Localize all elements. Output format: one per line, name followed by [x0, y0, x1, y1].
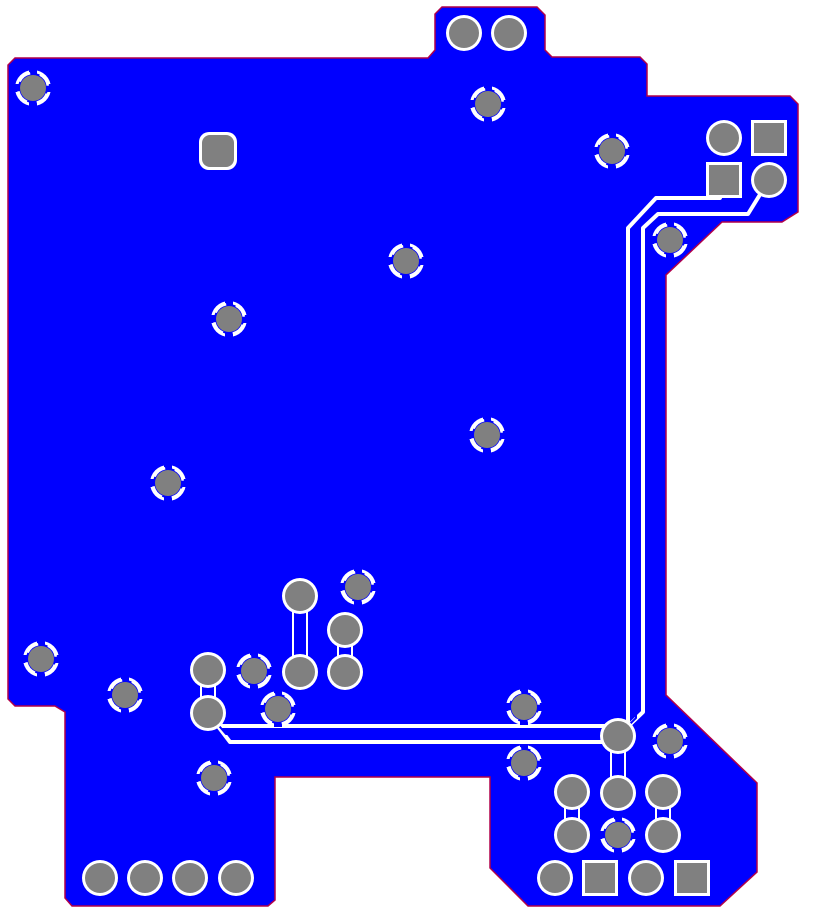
thermal-pad — [340, 569, 376, 605]
thermal-pad — [211, 301, 247, 337]
trace-right-net-inner — [616, 178, 771, 738]
square-pad — [751, 120, 787, 156]
round-pad — [645, 774, 681, 810]
square-pad — [706, 162, 742, 198]
round-pad — [491, 15, 527, 51]
round-pad — [82, 860, 118, 896]
thermal-pad — [196, 760, 232, 796]
round-pad — [327, 654, 363, 690]
rounded-square-pad — [199, 132, 237, 170]
thermal-pad — [260, 691, 296, 727]
thermal-pads — [15, 70, 688, 853]
thermal-pad — [236, 653, 272, 689]
thermal-pad — [23, 641, 59, 677]
thermal-pad — [15, 70, 51, 106]
round-pad — [751, 162, 787, 198]
thermal-pad — [469, 417, 505, 453]
thermal-pad — [470, 86, 506, 122]
round-pad — [554, 774, 590, 810]
round-pad — [554, 817, 590, 853]
round-pad — [127, 860, 163, 896]
thermal-pad — [107, 677, 143, 713]
round-pad — [645, 817, 681, 853]
round-pad — [282, 578, 318, 614]
round-pad — [446, 15, 482, 51]
round-pad — [282, 654, 318, 690]
round-pad — [190, 695, 226, 731]
trace-right-net-core — [617, 179, 770, 737]
square-pad — [582, 860, 618, 896]
thermal-pad — [150, 465, 186, 501]
round-pad — [600, 775, 636, 811]
round-pad — [628, 860, 664, 896]
thermal-pad — [388, 243, 424, 279]
thermal-pad — [506, 745, 542, 781]
isolated-pads — [82, 15, 787, 896]
thermal-pad — [594, 133, 630, 169]
thermal-pad — [652, 723, 688, 759]
round-pad — [190, 652, 226, 688]
thermal-pad — [600, 817, 636, 853]
round-pad — [537, 860, 573, 896]
round-pad — [706, 120, 742, 156]
round-pad — [327, 612, 363, 648]
thermal-pad — [652, 222, 688, 258]
square-pad — [674, 860, 710, 896]
round-pad — [600, 718, 636, 754]
round-pad — [218, 860, 254, 896]
round-pad — [172, 860, 208, 896]
special-pads — [199, 120, 787, 896]
thermal-pad — [506, 689, 542, 725]
